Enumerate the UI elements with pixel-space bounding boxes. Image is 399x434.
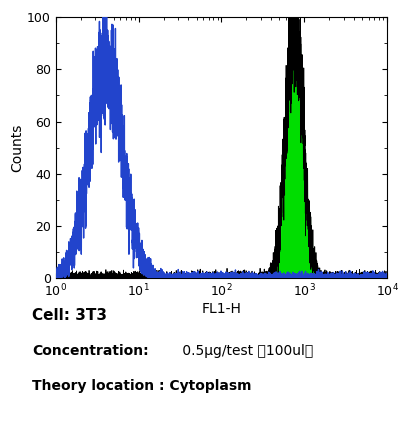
Text: 0.5μg/test （100ul）: 0.5μg/test （100ul）	[178, 344, 313, 358]
Y-axis label: Counts: Counts	[10, 123, 24, 172]
Text: Cell: 3T3: Cell: 3T3	[32, 308, 107, 323]
X-axis label: FL1-H: FL1-H	[201, 302, 241, 316]
Text: Theory location : Cytoplasm: Theory location : Cytoplasm	[32, 379, 251, 393]
Text: Concentration:: Concentration:	[32, 344, 148, 358]
